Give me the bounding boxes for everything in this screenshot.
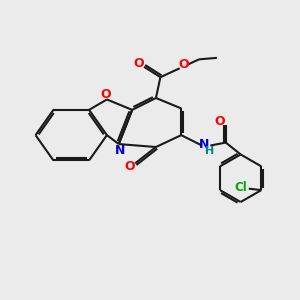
Text: H: H: [205, 146, 214, 156]
Text: O: O: [134, 57, 144, 70]
Text: O: O: [124, 160, 135, 173]
Text: N: N: [115, 144, 125, 157]
Text: N: N: [199, 138, 210, 151]
Text: Cl: Cl: [234, 181, 247, 194]
Text: O: O: [100, 88, 111, 100]
Text: O: O: [214, 115, 225, 128]
Text: O: O: [179, 58, 190, 71]
